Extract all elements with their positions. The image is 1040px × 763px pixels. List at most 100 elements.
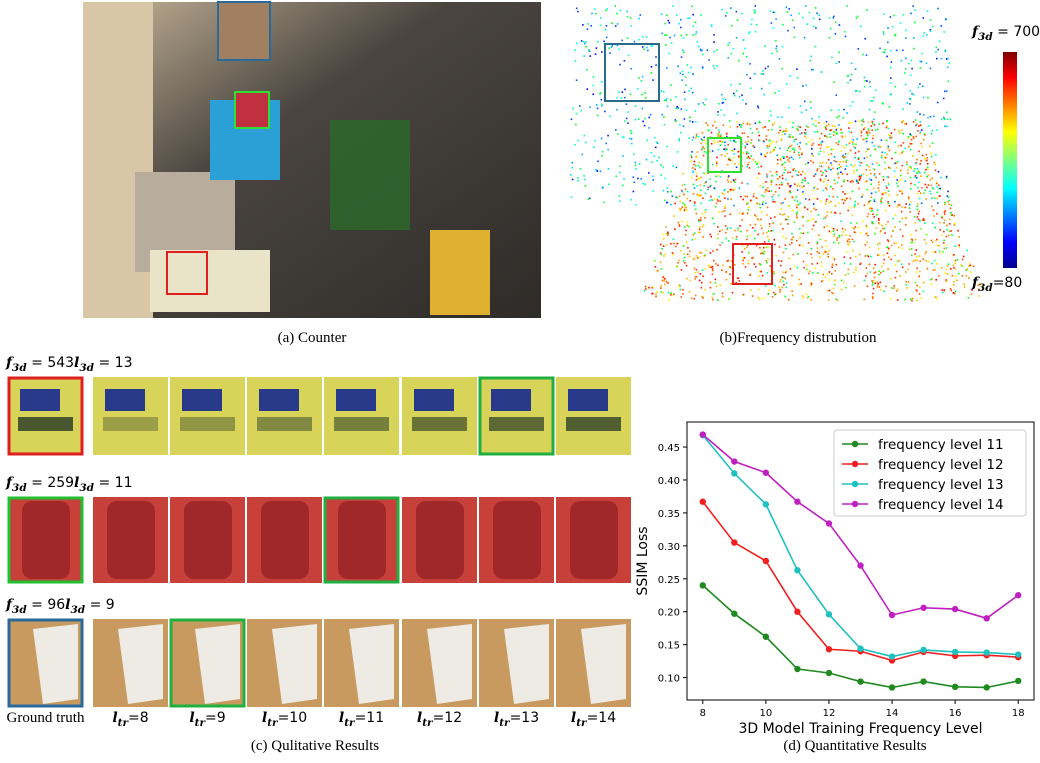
point xyxy=(948,62,951,64)
point xyxy=(611,22,613,24)
point xyxy=(607,134,609,137)
point xyxy=(929,19,932,21)
point xyxy=(841,136,844,139)
point xyxy=(738,163,741,165)
point xyxy=(723,114,726,117)
point xyxy=(717,226,719,228)
point xyxy=(767,129,770,131)
point xyxy=(905,122,908,125)
point xyxy=(886,252,889,255)
point xyxy=(872,292,874,295)
point xyxy=(825,175,827,177)
point xyxy=(933,259,936,262)
point xyxy=(810,283,813,285)
point xyxy=(943,219,946,221)
point xyxy=(660,13,663,15)
point xyxy=(626,37,629,39)
point xyxy=(688,291,691,293)
point xyxy=(782,228,784,230)
point xyxy=(570,174,572,176)
point xyxy=(757,296,760,299)
point xyxy=(654,259,656,262)
point xyxy=(791,148,794,150)
point xyxy=(941,289,943,291)
point xyxy=(870,210,873,212)
point xyxy=(762,126,764,129)
point xyxy=(845,159,848,162)
point xyxy=(655,293,657,295)
point xyxy=(774,201,776,203)
paper xyxy=(504,624,549,704)
point xyxy=(707,124,709,127)
column-label: ltr=10 xyxy=(262,710,307,729)
point xyxy=(738,124,741,126)
point xyxy=(765,260,768,262)
point xyxy=(936,57,938,60)
point xyxy=(864,126,866,129)
point xyxy=(805,163,807,165)
point xyxy=(684,205,686,208)
point xyxy=(698,231,701,234)
point xyxy=(670,243,672,245)
point xyxy=(717,264,719,267)
point xyxy=(810,281,813,284)
point xyxy=(747,162,750,164)
point xyxy=(853,206,856,208)
point xyxy=(894,276,897,279)
legend-box xyxy=(833,429,1027,517)
point xyxy=(736,19,739,21)
point xyxy=(947,57,949,60)
point xyxy=(881,154,883,157)
point xyxy=(746,151,748,153)
point xyxy=(920,175,922,177)
point xyxy=(950,204,953,206)
point xyxy=(835,160,838,163)
column-label: ltr=12 xyxy=(417,710,462,729)
point xyxy=(662,166,665,169)
point xyxy=(894,200,896,203)
point xyxy=(823,217,825,220)
point xyxy=(872,137,874,140)
point xyxy=(871,207,873,210)
point xyxy=(732,189,735,191)
point xyxy=(901,266,904,269)
point xyxy=(788,157,791,159)
point xyxy=(802,224,805,227)
point xyxy=(868,108,871,111)
point xyxy=(965,274,968,277)
point xyxy=(672,253,674,256)
point xyxy=(725,271,727,273)
point xyxy=(883,262,885,265)
point xyxy=(811,148,813,150)
point xyxy=(775,254,777,257)
point xyxy=(688,255,691,258)
point xyxy=(846,251,849,254)
point xyxy=(869,208,871,210)
point xyxy=(700,176,702,179)
point xyxy=(781,183,783,186)
point xyxy=(663,116,665,118)
point xyxy=(801,179,804,181)
point xyxy=(581,153,584,156)
point xyxy=(689,250,691,253)
point xyxy=(763,140,765,143)
point xyxy=(915,229,917,232)
point xyxy=(805,268,808,271)
point xyxy=(846,112,848,114)
variable: f xyxy=(971,275,981,291)
point xyxy=(890,93,892,96)
point xyxy=(881,151,884,154)
point xyxy=(689,199,691,202)
point xyxy=(901,190,903,192)
point xyxy=(881,224,883,227)
highlight-frame xyxy=(169,618,246,708)
point xyxy=(862,194,864,196)
point xyxy=(784,271,787,274)
point xyxy=(818,116,820,118)
point xyxy=(649,113,652,116)
point xyxy=(782,280,784,283)
point xyxy=(693,298,696,300)
point xyxy=(793,168,795,170)
point xyxy=(868,148,870,150)
